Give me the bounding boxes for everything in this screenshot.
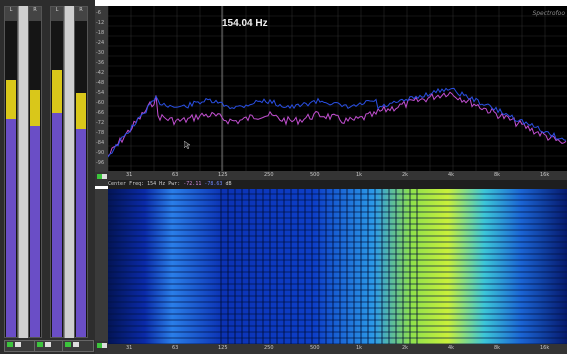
center-freq-value: 154 Hz [147, 181, 166, 187]
meter-peak [76, 92, 86, 130]
frequency-tick-label: 31 [126, 345, 133, 351]
power-label: Pwr: [168, 181, 181, 187]
spectrum-canvas [108, 6, 567, 171]
meter-controls-2[interactable] [34, 340, 66, 352]
db-tick-label: -84 [96, 140, 105, 146]
spectrogram-canvas [108, 189, 567, 344]
meter-fill [76, 92, 86, 337]
frequency-tick-label: 500 [310, 345, 320, 351]
db-tick-label: -48 [96, 80, 105, 86]
meter-label: L [51, 7, 63, 21]
db-tick-label: -78 [96, 130, 105, 136]
db-tick-label: -12 [96, 20, 105, 26]
db-tick-label: -24 [96, 40, 105, 46]
power-value-blue: -78.63 [204, 181, 223, 187]
db-tick-label: -96 [96, 160, 105, 166]
frequency-tick-label: 500 [310, 172, 320, 178]
reset-icon[interactable] [73, 342, 79, 347]
db-tick-label: -54 [96, 90, 105, 96]
frequency-tick-label: 63 [172, 345, 179, 351]
spectrum-trace-blue [108, 87, 567, 158]
db-tick-label: -66 [96, 110, 105, 116]
meter-scale [18, 6, 28, 338]
spectrogram-controls[interactable] [95, 341, 108, 354]
ok-icon[interactable] [37, 342, 43, 347]
level-meter-1: L [4, 6, 18, 338]
frequency-tick-label: 4k [448, 172, 455, 178]
level-meter-2: R [28, 6, 42, 338]
ok-icon[interactable] [97, 174, 102, 179]
frequency-tick-label: 63 [172, 172, 179, 178]
meter-peak [30, 89, 40, 126]
brand-label: Spectrofoo [532, 10, 565, 17]
meter-label: R [75, 7, 87, 21]
frequency-readout: 154.04 Hz [222, 18, 268, 29]
spectrogram-scale [95, 189, 108, 344]
meter-fill [52, 73, 62, 337]
db-tick-label: -36 [96, 60, 105, 66]
meter-label: L [5, 7, 17, 21]
frequency-tick-label: 8k [494, 172, 501, 178]
frequency-tick-label: 31 [126, 172, 133, 178]
meter-scale [64, 6, 74, 338]
level-meter-panel: L R L R [0, 0, 95, 354]
reset-icon[interactable] [45, 342, 51, 347]
meter-fill [30, 99, 40, 337]
meter-peak [52, 69, 62, 113]
spectrum-plot[interactable] [108, 6, 567, 171]
frequency-tick-label: 2k [402, 172, 409, 178]
db-tick-label: -90 [96, 150, 105, 156]
frequency-tick-label: 2k [402, 345, 409, 351]
meter-peak [6, 79, 16, 120]
db-tick-label: -42 [96, 70, 105, 76]
frequency-axis-top: 31 63 125 250 500 1k 2k 4k 8k 16k [108, 171, 567, 180]
meter-label: R [29, 7, 41, 21]
frequency-tick-label: 1k [356, 172, 363, 178]
meter-controls-1[interactable] [4, 340, 36, 352]
frequency-tick-label: 250 [264, 172, 274, 178]
power-value-pink: -72.11 [183, 181, 202, 187]
db-scale: -6 -12 -18 -24 -30 -36 -42 -48 -54 -60 -66 -72 -78 -8… [95, 6, 108, 182]
frequency-tick-label: 16k [540, 172, 550, 178]
frequency-axis-bottom: 31 63 125 250 500 1k 2k 4k 8k 16k [108, 344, 567, 354]
level-meter-3: L [50, 6, 64, 338]
power-unit: dB [225, 181, 232, 187]
frequency-tick-label: 250 [264, 345, 274, 351]
level-meter-4: R [74, 6, 88, 338]
meter-fill [6, 79, 16, 337]
spectrum-trace-pink [108, 91, 567, 157]
db-tick-label: -30 [96, 50, 105, 56]
ok-icon[interactable] [7, 342, 13, 347]
ok-icon[interactable] [65, 342, 71, 347]
spectrum-controls[interactable] [95, 172, 108, 186]
status-bar: Center Freq: 154 Hz Pwr: -72.11 -78.63 d… [108, 180, 567, 189]
spectrogram-plot[interactable] [108, 189, 567, 344]
reset-icon[interactable] [102, 174, 107, 179]
mouse-pointer-icon [184, 141, 191, 149]
center-freq-label: Center Freq: [108, 181, 145, 187]
frequency-tick-label: 4k [448, 345, 455, 351]
db-tick-label: -18 [96, 30, 105, 36]
frequency-tick-label: 125 [218, 345, 228, 351]
db-tick-label: -6 [96, 10, 101, 16]
frequency-tick-label: 16k [540, 345, 550, 351]
ok-icon[interactable] [97, 343, 102, 348]
frequency-tick-label: 8k [494, 345, 501, 351]
db-tick-label: -60 [96, 100, 105, 106]
frequency-tick-label: 125 [218, 172, 228, 178]
db-tick-label: -72 [96, 120, 105, 126]
meter-controls-3[interactable] [62, 340, 94, 352]
reset-icon[interactable] [102, 343, 107, 348]
reset-icon[interactable] [15, 342, 21, 347]
frequency-tick-label: 1k [356, 345, 363, 351]
